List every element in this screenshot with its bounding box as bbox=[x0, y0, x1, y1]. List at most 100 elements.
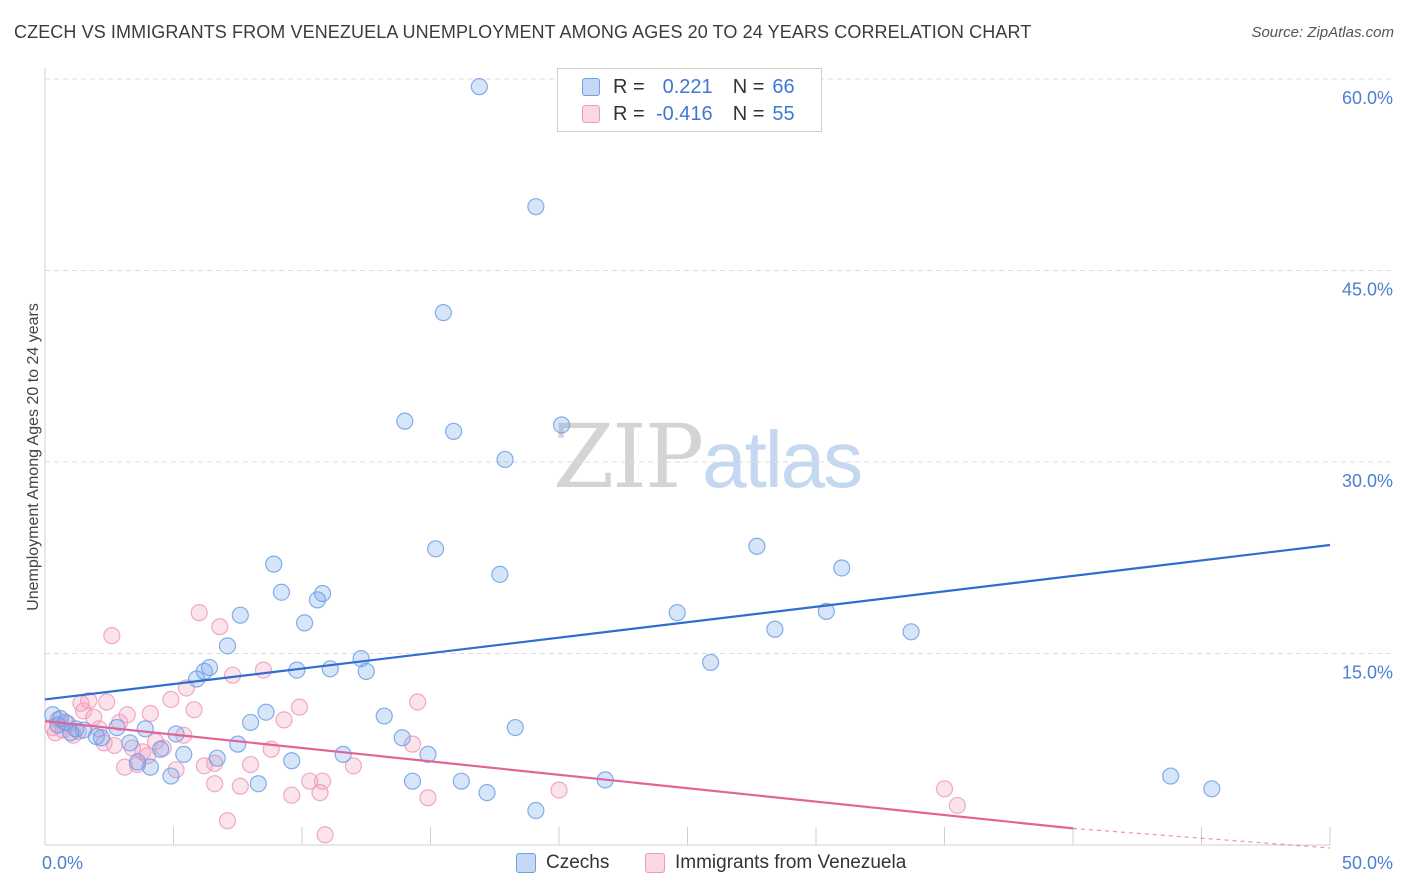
czechs-point bbox=[229, 735, 247, 753]
legend-swatch-czechs bbox=[516, 853, 536, 873]
venezuela-point bbox=[409, 693, 427, 711]
legend-r-value: -0.416 bbox=[655, 102, 713, 125]
czechs-point bbox=[434, 304, 452, 322]
czechs-point bbox=[817, 602, 835, 620]
venezuela-point bbox=[344, 757, 362, 775]
czechs-point bbox=[200, 658, 219, 677]
legend-r-label: R = bbox=[613, 102, 645, 125]
y-tick-label: 60.0% bbox=[1342, 88, 1393, 108]
venezuela-point bbox=[185, 701, 203, 719]
x-tick-label: 0.0% bbox=[42, 853, 83, 873]
venezuela-point bbox=[242, 755, 260, 774]
czechs-point bbox=[527, 198, 545, 216]
czechs-point bbox=[748, 537, 766, 555]
czechs-point bbox=[121, 734, 139, 752]
czechs-point bbox=[833, 559, 851, 577]
chart-title: CZECH VS IMMIGRANTS FROM VENEZUELA UNEMP… bbox=[14, 22, 1032, 42]
czechs-point bbox=[357, 662, 375, 680]
legend-n-value: 55 bbox=[772, 102, 795, 125]
venezuela-point bbox=[283, 786, 301, 804]
venezuela-point bbox=[162, 690, 180, 709]
czechs-point bbox=[419, 745, 437, 763]
legend-n-label: N = bbox=[732, 102, 765, 125]
venezuela-point bbox=[103, 627, 121, 645]
venezuela-point bbox=[275, 711, 293, 729]
czechs-point bbox=[496, 450, 514, 469]
venezuela-point bbox=[550, 781, 568, 799]
watermark-atlas: atlas bbox=[702, 415, 863, 504]
czechs-point bbox=[92, 729, 111, 747]
legend-row-czechs: R = 0.221 N = 66 bbox=[582, 74, 795, 100]
legend-item-czechs[interactable]: Czechs bbox=[516, 852, 609, 874]
y-tick-label: 15.0% bbox=[1342, 663, 1393, 683]
czechs-point bbox=[136, 720, 154, 738]
venezuela-point bbox=[118, 706, 136, 724]
venezuela-point bbox=[195, 757, 213, 775]
czechs-point bbox=[445, 422, 463, 440]
source-credit: Source: ZipAtlas.com bbox=[1251, 24, 1394, 41]
czechs-point bbox=[527, 801, 545, 820]
czechs-point bbox=[257, 703, 275, 721]
legend-row-venezuela: R = -0.416 N = 55 bbox=[582, 101, 795, 127]
legend-label-czechs: Czechs bbox=[546, 852, 610, 873]
legend-swatch-czechs bbox=[582, 78, 600, 96]
venezuela-point bbox=[935, 780, 954, 798]
czechs-point bbox=[265, 555, 283, 573]
grid-lines bbox=[45, 78, 1392, 654]
czechs-point bbox=[162, 767, 180, 785]
czechs-point bbox=[321, 660, 339, 678]
czechs-point bbox=[702, 653, 720, 672]
venezuela-point bbox=[254, 661, 273, 679]
y-axis-label: Unemployment Among Ages 20 to 24 years bbox=[25, 303, 42, 611]
legend-r-label: R = bbox=[613, 75, 645, 98]
legend-swatch-venezuela bbox=[645, 853, 665, 873]
czechs-point bbox=[295, 614, 314, 632]
watermark: ZIPatlas bbox=[553, 405, 863, 508]
czechs-point bbox=[452, 772, 470, 790]
czechs-point bbox=[272, 583, 291, 601]
czechs-point bbox=[668, 604, 686, 622]
series-venezuela-points bbox=[44, 604, 966, 844]
venezuela-point bbox=[419, 789, 437, 807]
czechs-point bbox=[152, 740, 170, 758]
czechs-point bbox=[396, 412, 414, 430]
czechs-point bbox=[283, 752, 301, 770]
trend-lines bbox=[44, 543, 1331, 849]
czechs-point bbox=[552, 416, 571, 434]
czechs-point bbox=[208, 749, 226, 767]
venezuela-point bbox=[403, 735, 422, 753]
watermark-zip: ZIP bbox=[553, 405, 704, 508]
legend-label-venezuela: Immigrants from Venezuela bbox=[675, 852, 907, 873]
venezuela-point bbox=[206, 775, 224, 793]
legend-item-venezuela[interactable]: Immigrants from Venezuela bbox=[645, 852, 906, 874]
czechs-point bbox=[218, 637, 237, 655]
venezuela-point bbox=[290, 698, 309, 716]
y-tick-label: 45.0% bbox=[1342, 280, 1393, 300]
czechs-point bbox=[313, 584, 332, 603]
venezuela-point bbox=[116, 758, 134, 776]
axes bbox=[44, 68, 1331, 846]
venezuela-point bbox=[141, 704, 159, 723]
venezuela-point bbox=[74, 702, 93, 720]
venezuela-point bbox=[80, 692, 98, 710]
czechs-point bbox=[1203, 780, 1221, 798]
tick-labels: 15.0% 30.0% 45.0% 60.0% 0.0% 50.0% bbox=[42, 88, 1393, 873]
czechs-point bbox=[334, 745, 352, 763]
venezuela-point bbox=[211, 618, 229, 636]
legend-n-label: N = bbox=[732, 75, 765, 98]
venezuela-point bbox=[316, 826, 334, 844]
venezuela-trend-line bbox=[44, 720, 1074, 830]
venezuela-point bbox=[218, 812, 237, 830]
x-tick-label: 50.0% bbox=[1342, 853, 1393, 873]
venezuela-point bbox=[301, 772, 319, 790]
czechs-point bbox=[128, 753, 147, 771]
czechs-point bbox=[375, 707, 393, 725]
legend-n-value: 66 bbox=[772, 75, 795, 98]
y-tick-label: 30.0% bbox=[1342, 471, 1393, 491]
legend-r-value: 0.221 bbox=[662, 75, 713, 98]
venezuela-point bbox=[948, 796, 966, 815]
series-legend: Czechs Immigrants from Venezuela bbox=[0, 852, 1406, 878]
czechs-point bbox=[393, 729, 411, 747]
stats-legend: R = 0.221 N = 66 R = -0.416 N = 55 bbox=[557, 68, 822, 132]
czechs-point bbox=[766, 620, 784, 638]
